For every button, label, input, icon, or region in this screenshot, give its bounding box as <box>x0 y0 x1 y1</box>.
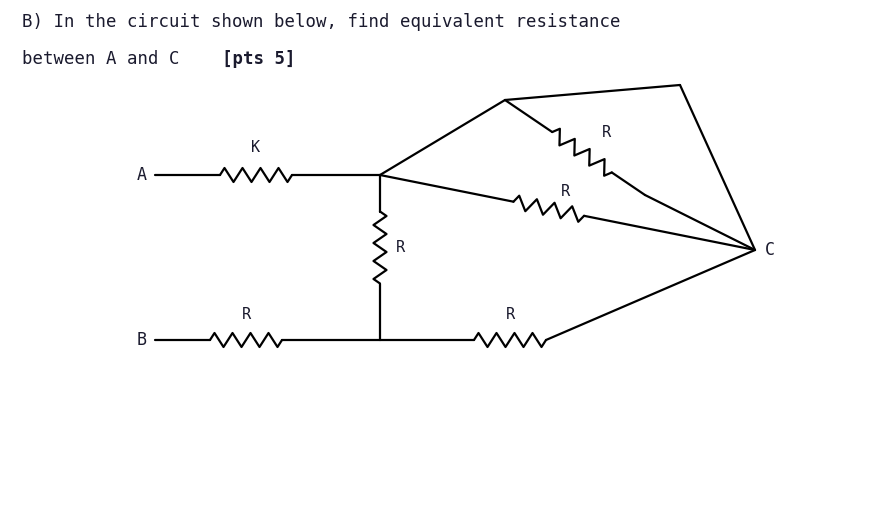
Text: R: R <box>602 125 610 140</box>
Text: C: C <box>764 241 774 259</box>
Text: B: B <box>136 331 147 349</box>
Text: R: R <box>241 307 250 322</box>
Text: between A and C: between A and C <box>22 50 190 68</box>
Text: K: K <box>251 140 260 155</box>
Text: A: A <box>136 166 147 184</box>
Text: B) In the circuit shown below, find equivalent resistance: B) In the circuit shown below, find equi… <box>22 13 620 31</box>
Text: R: R <box>505 307 514 322</box>
Text: [pts 5]: [pts 5] <box>222 50 295 68</box>
Text: R: R <box>395 240 405 255</box>
Text: R: R <box>560 184 569 199</box>
